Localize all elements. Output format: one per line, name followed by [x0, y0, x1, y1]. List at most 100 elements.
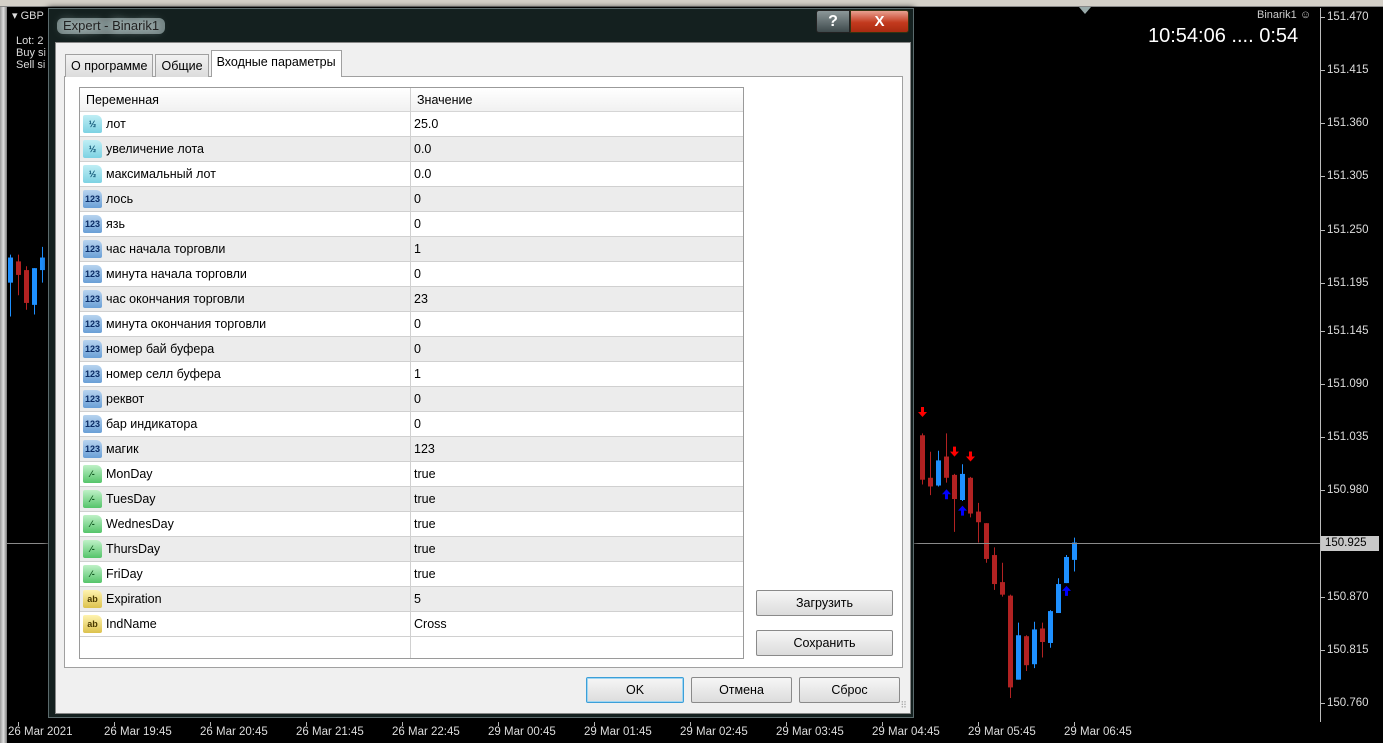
save-button[interactable]: Сохранить: [756, 630, 893, 656]
param-value[interactable]: 0: [414, 267, 421, 281]
time-tick: [882, 722, 883, 726]
column-divider[interactable]: [410, 88, 411, 658]
tab-about[interactable]: О программе: [65, 54, 154, 77]
close-button[interactable]: X: [850, 10, 909, 33]
price-label: 151.250: [1327, 223, 1369, 236]
candle-body: [8, 257, 13, 283]
buy-arrow-icon: [958, 505, 967, 516]
param-row[interactable]: 123 язь 0: [80, 212, 743, 237]
header-value[interactable]: Значение: [417, 93, 473, 107]
param-name: лось: [106, 192, 134, 206]
expert-label[interactable]: Binarik1 ☺: [1257, 9, 1311, 22]
time-label: 26 Mar 2021: [8, 726, 73, 738]
candle-body: [928, 477, 933, 487]
param-row[interactable]: ab IndName Cross: [80, 612, 743, 637]
candle-body: [40, 257, 45, 271]
param-value[interactable]: Cross: [414, 617, 447, 631]
price-tick: [1321, 649, 1325, 651]
time-tick: [306, 722, 307, 726]
param-value[interactable]: true: [414, 542, 436, 556]
buy-arrow-icon: [942, 489, 951, 500]
param-row[interactable]: 123 минута начала торговли 0: [80, 262, 743, 287]
candle: [952, 473, 957, 532]
param-value[interactable]: 0: [414, 342, 421, 356]
param-value[interactable]: 0: [414, 317, 421, 331]
param-row[interactable]: 123 бар индикатора 0: [80, 412, 743, 437]
param-value[interactable]: 0: [414, 392, 421, 406]
param-row[interactable]: ½ максимальный лот 0.0: [80, 162, 743, 187]
param-row[interactable]: 123 час начала торговли 1: [80, 237, 743, 262]
param-row[interactable]: 123 реквот 0: [80, 387, 743, 412]
param-row[interactable]: ⁄- MonDay true: [80, 462, 743, 487]
int-type-icon: 123: [83, 240, 102, 258]
param-value[interactable]: true: [414, 517, 436, 531]
param-value[interactable]: true: [414, 467, 436, 481]
current-price-label: 150.925: [1321, 536, 1379, 551]
param-value[interactable]: 0: [414, 217, 421, 231]
candle: [1040, 622, 1045, 658]
help-button[interactable]: ?: [816, 10, 850, 33]
candle-body: [1016, 635, 1021, 680]
param-row[interactable]: ½ лот 25.0: [80, 112, 743, 137]
candle-body: [984, 523, 989, 559]
param-value[interactable]: 0: [414, 192, 421, 206]
price-tick: [1321, 596, 1325, 598]
param-value[interactable]: 5: [414, 592, 421, 606]
candlestick-canvas: [8, 226, 1077, 699]
price-label: 151.090: [1327, 378, 1369, 391]
param-value[interactable]: 25.0: [414, 117, 439, 131]
param-row[interactable]: 123 номер селл буфера 1: [80, 362, 743, 387]
cancel-button[interactable]: Отмена: [691, 677, 792, 703]
param-row[interactable]: ⁄- TuesDay true: [80, 487, 743, 512]
param-row[interactable]: ⁄- FriDay true: [80, 562, 743, 587]
param-value[interactable]: 0.0: [414, 167, 432, 181]
price-tick: [1321, 490, 1325, 492]
reset-button[interactable]: Сброс: [799, 677, 900, 703]
header-variable[interactable]: Переменная: [86, 93, 159, 107]
candle: [936, 450, 941, 487]
param-name: час окончания торговли: [106, 292, 245, 306]
param-value[interactable]: 23: [414, 292, 428, 306]
time-label: 26 Mar 21:45: [296, 726, 364, 738]
price-label: 151.470: [1327, 11, 1369, 23]
tab-bar: О программе Общие Входные параметры: [65, 50, 342, 77]
price-label: 151.305: [1327, 170, 1369, 183]
param-row[interactable]: ½ увеличение лота 0.0: [80, 137, 743, 162]
price-label: 151.195: [1327, 276, 1369, 289]
param-value[interactable]: 1: [414, 367, 421, 381]
price-tick: [1321, 123, 1325, 125]
param-value[interactable]: true: [414, 492, 436, 506]
param-row[interactable]: 123 магик 123: [80, 437, 743, 462]
param-value[interactable]: 1: [414, 242, 421, 256]
param-row[interactable]: ⁄- ThursDay true: [80, 537, 743, 562]
tab-common[interactable]: Общие: [155, 54, 209, 77]
chart-symbol[interactable]: ▾ GBP: [12, 10, 44, 22]
param-value[interactable]: true: [414, 567, 436, 581]
param-value[interactable]: 123: [414, 442, 435, 456]
chart-shift-marker[interactable]: [1079, 7, 1091, 14]
param-row[interactable]: 123 час окончания торговли 23: [80, 287, 743, 312]
fraction-type-icon: ½: [83, 140, 102, 158]
param-name: Expiration: [106, 592, 162, 606]
param-value[interactable]: 0: [414, 417, 421, 431]
tab-inputs[interactable]: Входные параметры: [210, 50, 342, 77]
param-value[interactable]: 0.0: [414, 142, 432, 156]
candle-body: [1048, 611, 1053, 643]
candle-body: [952, 474, 957, 500]
param-row[interactable]: 123 номер бай буфера 0: [80, 337, 743, 362]
candle: [24, 266, 29, 310]
param-row[interactable]: 123 минута окончания торговли 0: [80, 312, 743, 337]
dialog-client: О программе Общие Входные параметры Пере…: [55, 42, 911, 714]
param-row[interactable]: ab Expiration 5: [80, 587, 743, 612]
time-label: 29 Mar 01:45: [584, 726, 652, 738]
candle: [1056, 578, 1061, 614]
resize-grip-icon[interactable]: ⠿: [900, 700, 907, 710]
param-row[interactable]: ⁄- WednesDay true: [80, 512, 743, 537]
time-tick: [594, 722, 595, 726]
param-row[interactable]: 123 лось 0: [80, 187, 743, 212]
candle-body: [936, 460, 941, 486]
int-type-icon: 123: [83, 365, 102, 383]
load-button[interactable]: Загрузить: [756, 590, 893, 616]
time-label: 29 Mar 00:45: [488, 726, 556, 738]
ok-button[interactable]: OK: [586, 677, 684, 703]
